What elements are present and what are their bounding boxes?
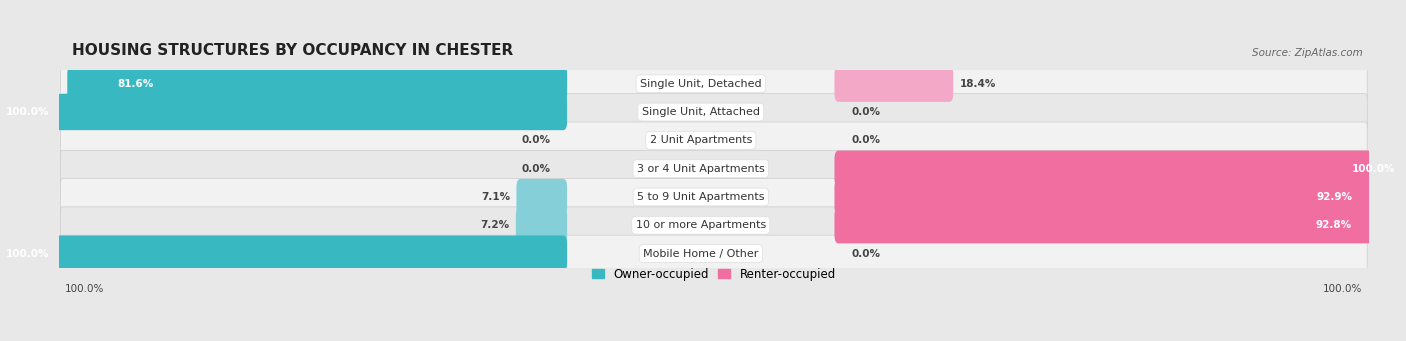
Text: 92.8%: 92.8% [1316, 220, 1353, 230]
Legend: Owner-occupied, Renter-occupied: Owner-occupied, Renter-occupied [588, 263, 841, 285]
Text: 81.6%: 81.6% [117, 79, 153, 89]
FancyBboxPatch shape [60, 65, 1367, 102]
Text: 100.0%: 100.0% [1353, 164, 1395, 174]
Text: 5 to 9 Unit Apartments: 5 to 9 Unit Apartments [637, 192, 765, 202]
Text: Mobile Home / Other: Mobile Home / Other [643, 249, 758, 258]
Text: 100.0%: 100.0% [65, 284, 104, 294]
Text: HOUSING STRUCTURES BY OCCUPANCY IN CHESTER: HOUSING STRUCTURES BY OCCUPANCY IN CHEST… [72, 43, 513, 58]
FancyBboxPatch shape [60, 94, 1367, 131]
Text: 0.0%: 0.0% [852, 249, 880, 258]
FancyBboxPatch shape [835, 179, 1402, 215]
Text: 100.0%: 100.0% [1323, 284, 1362, 294]
Text: 7.1%: 7.1% [481, 192, 510, 202]
Text: 0.0%: 0.0% [522, 164, 550, 174]
Text: 3 or 4 Unit Apartments: 3 or 4 Unit Apartments [637, 164, 765, 174]
FancyBboxPatch shape [516, 207, 567, 243]
FancyBboxPatch shape [60, 150, 1367, 187]
FancyBboxPatch shape [0, 94, 567, 130]
FancyBboxPatch shape [835, 66, 953, 102]
Text: 2 Unit Apartments: 2 Unit Apartments [650, 135, 752, 145]
FancyBboxPatch shape [67, 66, 567, 102]
Text: 0.0%: 0.0% [852, 135, 880, 145]
Text: 0.0%: 0.0% [852, 107, 880, 117]
Text: 0.0%: 0.0% [522, 135, 550, 145]
FancyBboxPatch shape [835, 207, 1402, 243]
Text: Single Unit, Attached: Single Unit, Attached [641, 107, 759, 117]
FancyBboxPatch shape [60, 235, 1367, 272]
Text: 18.4%: 18.4% [960, 79, 997, 89]
Text: 92.9%: 92.9% [1316, 192, 1353, 202]
Text: Single Unit, Detached: Single Unit, Detached [640, 79, 762, 89]
FancyBboxPatch shape [60, 207, 1367, 244]
FancyBboxPatch shape [60, 122, 1367, 159]
Text: 10 or more Apartments: 10 or more Apartments [636, 220, 766, 230]
Text: 100.0%: 100.0% [6, 249, 49, 258]
FancyBboxPatch shape [835, 151, 1406, 187]
FancyBboxPatch shape [0, 235, 567, 272]
Text: 7.2%: 7.2% [481, 220, 509, 230]
FancyBboxPatch shape [60, 179, 1367, 216]
Text: 100.0%: 100.0% [6, 107, 49, 117]
FancyBboxPatch shape [516, 179, 567, 215]
Text: Source: ZipAtlas.com: Source: ZipAtlas.com [1251, 48, 1362, 58]
